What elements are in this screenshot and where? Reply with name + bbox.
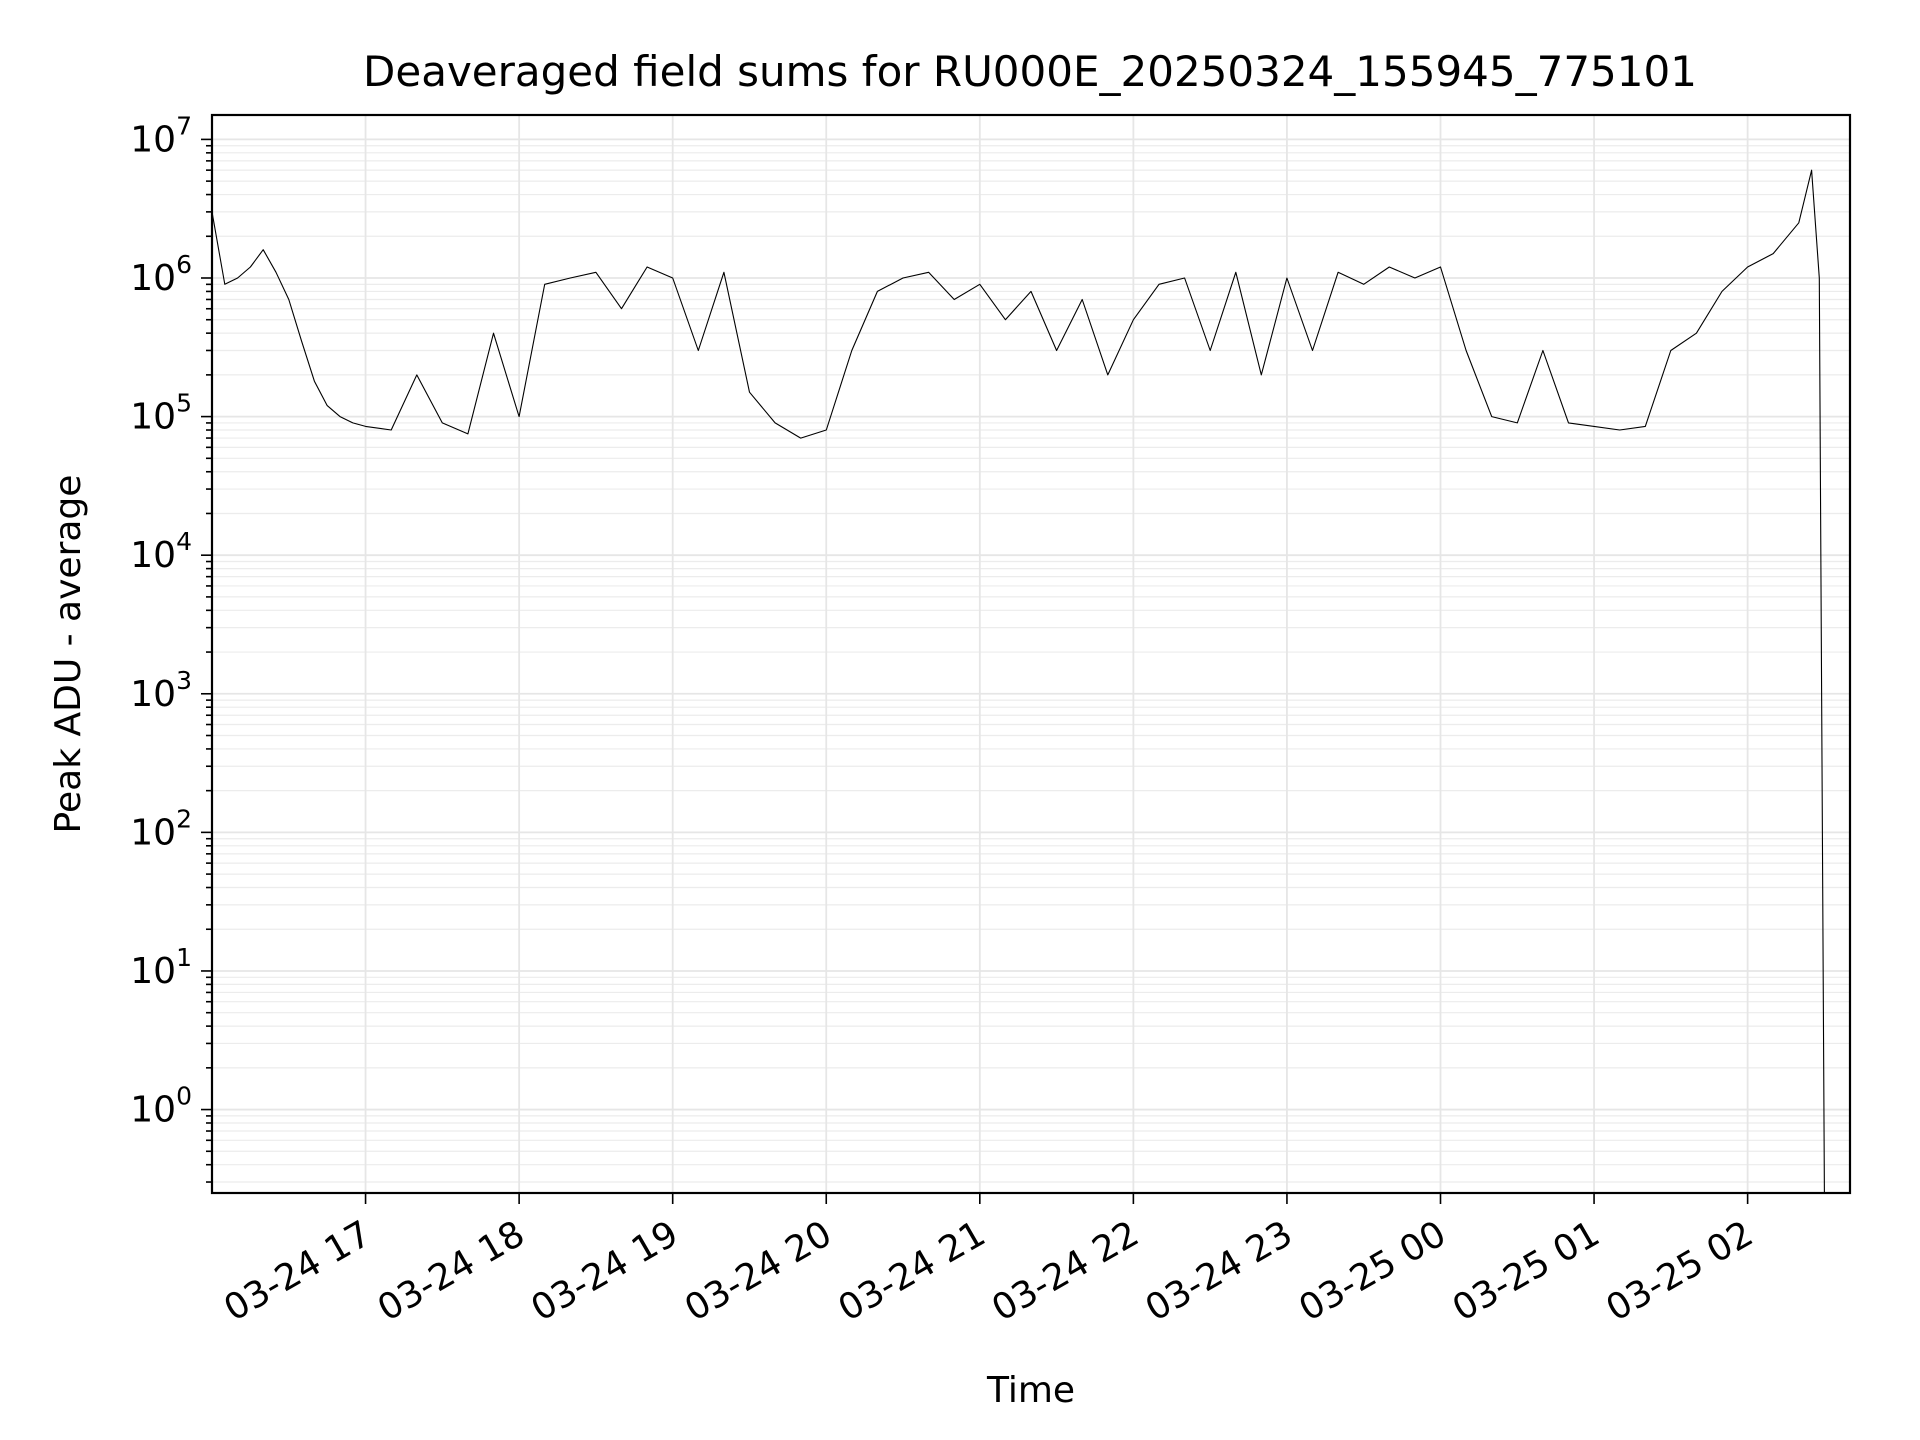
- y-tick-label: 102: [130, 804, 192, 853]
- y-tick-label: 106: [130, 250, 192, 299]
- chart-title: Deaveraged field sums for RU000E_2025032…: [363, 47, 1697, 96]
- y-tick-label: 107: [130, 111, 192, 160]
- y-axis: 100 101 102 103 104 105 106 107: [130, 111, 212, 1183]
- x-tick-label: 03-24 22: [985, 1213, 1146, 1329]
- x-tick-label: 03-24 21: [832, 1213, 993, 1329]
- x-tick-label: 03-24 20: [678, 1213, 839, 1329]
- x-tick-label: 03-24 17: [217, 1213, 378, 1329]
- y-axis-label: Peak ADU - average: [48, 475, 89, 834]
- y-tick-label: 101: [130, 943, 192, 992]
- y-tick-label: 104: [130, 527, 192, 576]
- x-tick-label: 03-24 23: [1139, 1213, 1300, 1329]
- plot-frame: [210, 113, 1852, 1195]
- y-tick-label: 103: [130, 666, 192, 715]
- x-tick-label: 03-24 19: [525, 1213, 686, 1329]
- x-tick-label: 03-25 01: [1446, 1213, 1607, 1329]
- series-line: [211, 169, 1825, 1194]
- x-tick-label: 03-24 18: [371, 1213, 532, 1329]
- y-tick-label: 105: [130, 389, 192, 438]
- x-tick-label: 03-25 00: [1292, 1213, 1453, 1329]
- x-axis-label: Time: [986, 1370, 1075, 1411]
- y-tick-label: 100: [130, 1082, 192, 1131]
- grid: [212, 115, 1850, 1193]
- series-layer: [211, 169, 1825, 1194]
- x-tick-label: 03-25 02: [1599, 1213, 1760, 1329]
